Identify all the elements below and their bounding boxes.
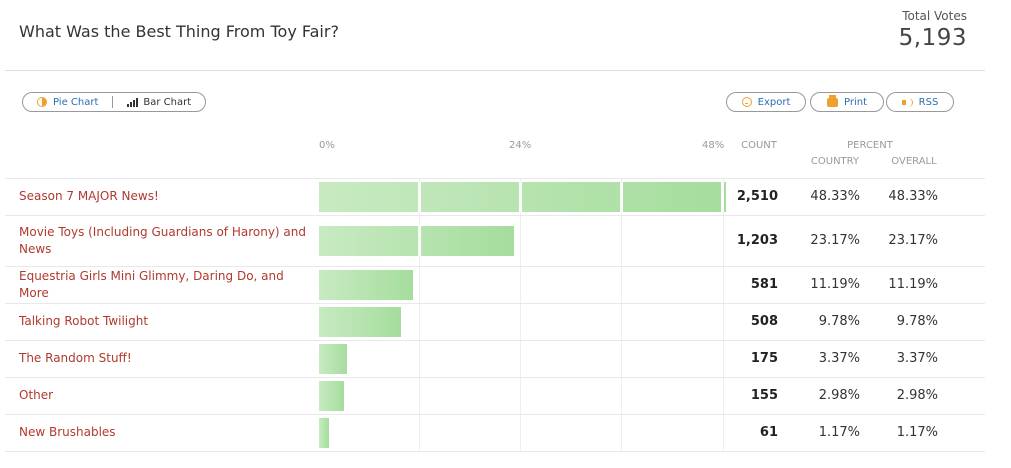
bar (319, 380, 345, 411)
row-percent-overall: 11.19% (888, 276, 938, 292)
gridline (419, 178, 420, 452)
total-votes-label: Total Votes (902, 9, 967, 23)
count-column-header: COUNT (741, 140, 777, 151)
print-button[interactable]: Print (810, 92, 884, 112)
row-count: 175 (750, 350, 778, 366)
axis-tick-1: 24% (509, 140, 532, 151)
total-votes-value: 5,193 (898, 25, 967, 51)
export-label: Export (757, 96, 791, 108)
row-percent-overall: 1.17% (896, 424, 938, 440)
row-divider (5, 414, 985, 415)
row-count: 581 (750, 276, 778, 292)
row-label[interactable]: New Brushables (19, 425, 116, 439)
bar-chart-label: Bar Chart (143, 96, 192, 108)
row-divider (5, 340, 985, 341)
row-label[interactable]: Season 7 MAJOR News! (19, 189, 159, 203)
row-divider (5, 303, 985, 304)
bar (319, 417, 329, 448)
bar (319, 343, 348, 374)
gridline (621, 178, 622, 452)
bar (319, 181, 726, 212)
bar-segment-gap (519, 181, 522, 212)
pie-chart-icon (37, 97, 47, 107)
bar (319, 306, 402, 337)
bar-segment-gap (418, 225, 421, 256)
row-percent-country: 9.78% (818, 313, 860, 329)
row-count: 61 (759, 424, 778, 440)
row-count: 508 (750, 313, 778, 329)
country-column-header: COUNTRY (810, 156, 860, 167)
row-percent-overall: 2.98% (896, 387, 938, 403)
row-percent-overall: 48.33% (888, 188, 938, 204)
row-percent-country: 48.33% (810, 188, 860, 204)
row-percent-overall: 23.17% (888, 232, 938, 248)
print-label: Print (843, 96, 867, 108)
bar (319, 225, 514, 256)
gridline (723, 178, 724, 452)
axis-tick-0: 0% (319, 140, 335, 151)
row-divider (5, 451, 985, 452)
pie-chart-label: Pie Chart (53, 96, 99, 108)
row-count: 155 (750, 387, 778, 403)
toggle-separator (112, 96, 114, 108)
poll-title: What Was the Best Thing From Toy Fair? (19, 22, 339, 41)
bar-chart-button[interactable]: Bar Chart (113, 93, 205, 111)
bar-segment-gap (418, 181, 421, 212)
rss-button[interactable]: RSS (886, 92, 954, 112)
row-label[interactable]: The Random Stuff! (19, 351, 132, 365)
row-percent-overall: 9.78% (896, 313, 938, 329)
row-divider (5, 215, 985, 216)
bar (319, 269, 414, 300)
header-divider (5, 70, 985, 71)
bar-segment-gap (721, 181, 724, 212)
bar-chart-icon (127, 97, 139, 107)
row-label[interactable]: Other (19, 388, 54, 402)
row-percent-overall: 3.37% (896, 350, 938, 366)
export-button[interactable]: Export (726, 92, 806, 112)
gridline (520, 178, 521, 452)
row-percent-country: 1.17% (818, 424, 860, 440)
row-label[interactable]: Movie Toys (Including Guardians of Haron… (19, 224, 306, 256)
rss-icon (901, 97, 913, 107)
row-divider (5, 266, 985, 267)
chart-type-toggle: Pie Chart Bar Chart (22, 92, 207, 112)
row-percent-country: 3.37% (818, 350, 860, 366)
row-count: 1,203 (736, 232, 778, 248)
row-percent-country: 2.98% (818, 387, 860, 403)
row-divider (5, 377, 985, 378)
axis-tick-2: 48% (702, 140, 725, 151)
row-count: 2,510 (736, 188, 778, 204)
bar-segment-gap (620, 181, 623, 212)
pie-chart-button[interactable]: Pie Chart (23, 93, 112, 111)
print-icon (826, 94, 838, 107)
percent-column-header: PERCENT (847, 140, 893, 151)
row-label[interactable]: Equestria Girls Mini Glimmy, Daring Do, … (19, 268, 284, 300)
row-percent-country: 11.19% (810, 276, 860, 292)
row-divider (5, 178, 985, 179)
row-percent-country: 23.17% (810, 232, 860, 248)
export-icon (741, 97, 752, 107)
row-label[interactable]: Talking Robot Twilight (19, 314, 149, 328)
overall-column-header: OVERALL (891, 156, 937, 167)
rss-label: RSS (918, 96, 939, 108)
